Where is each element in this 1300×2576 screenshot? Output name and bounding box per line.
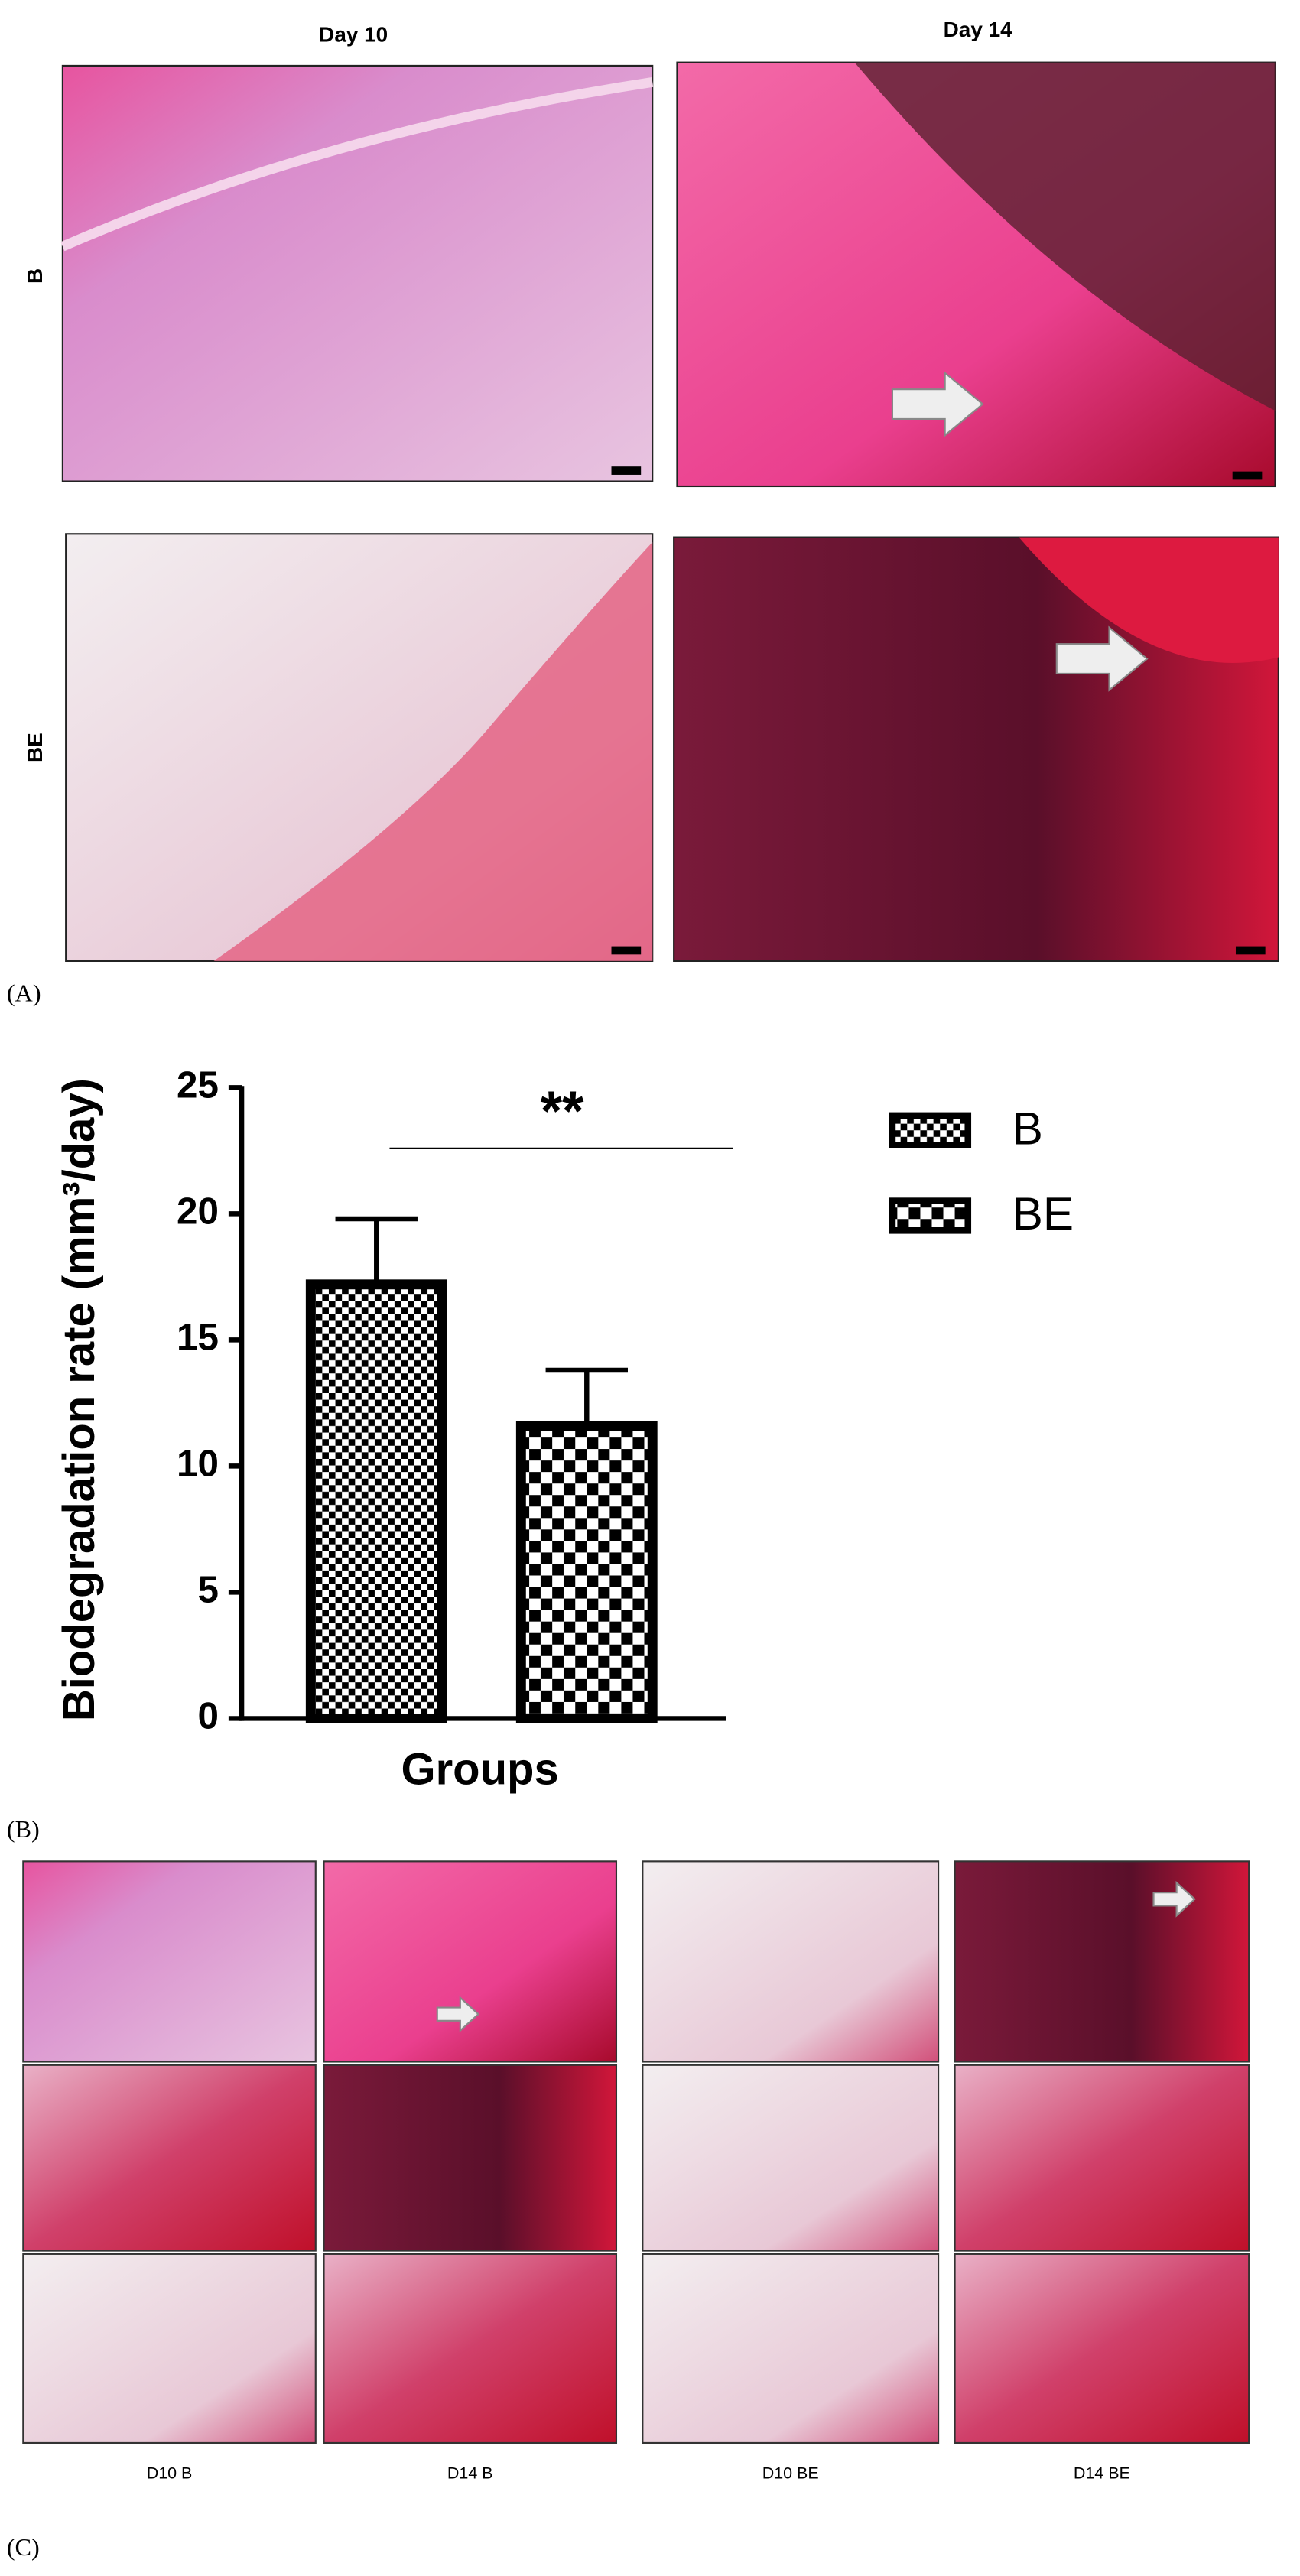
panel-label: (B) [7, 1815, 40, 1843]
micrograph [323, 2253, 618, 2444]
micrograph [642, 1860, 940, 2063]
arrow [1055, 625, 1149, 692]
micrograph [954, 2253, 1250, 2444]
scale-bar [611, 466, 642, 475]
tissue-band [60, 77, 654, 252]
y-axis-title: Biodegradation rate (mm³/day) [54, 1078, 104, 1721]
micrograph [954, 2064, 1250, 2252]
legend-label: B [1012, 1103, 1043, 1154]
micrograph [22, 1860, 317, 2063]
arrow [891, 371, 984, 437]
micrograph [642, 2253, 940, 2444]
column-label: Day 14 [944, 18, 1013, 41]
scale-bar [1232, 471, 1263, 480]
y-tick-label: 5 [198, 1568, 219, 1610]
scale-bar [1235, 946, 1266, 955]
y-tick-label: 25 [177, 1064, 219, 1106]
micrograph [323, 2064, 618, 2252]
arrow [1152, 1880, 1196, 1918]
tissue [1019, 537, 1279, 664]
micrograph [323, 1860, 618, 2063]
row-label: BE [23, 733, 47, 762]
y-tick-label: 10 [177, 1442, 219, 1484]
legend-label: BE [1012, 1188, 1074, 1239]
tissue [854, 62, 1276, 411]
panel-c: (C) D10 B D14 B D10 BE D14 BE [7, 1860, 1250, 2561]
y-tick-label: 20 [177, 1190, 219, 1232]
bar-chart: Biodegradation rate (mm³/day) Groups ** … [7, 1064, 1074, 1843]
bar [515, 1421, 658, 1723]
row-label: B [23, 268, 47, 284]
caption: D10 BE [762, 2464, 819, 2482]
micrograph [22, 2253, 317, 2444]
y-tick-label: 15 [177, 1316, 219, 1358]
x-axis-title: Groups [401, 1745, 559, 1795]
significance: ** [541, 1080, 584, 1142]
tissue [213, 542, 653, 961]
micrograph [61, 64, 654, 482]
caption: D14 BE [1074, 2464, 1130, 2482]
micrograph [642, 2064, 940, 2252]
caption: D10 B [147, 2464, 193, 2482]
legend-swatch [889, 1197, 972, 1234]
column-label: Day 10 [319, 23, 388, 47]
panel-label: (C) [7, 2533, 40, 2561]
panel-a: Day 10 Day 14 B BE (A) [7, 18, 1279, 1006]
bar [305, 1279, 447, 1723]
caption: D14 B [447, 2464, 493, 2482]
arrow [436, 1996, 480, 2033]
legend-swatch [889, 1112, 972, 1148]
panel-label: (A) [7, 979, 41, 1006]
micrograph [954, 1860, 1250, 2063]
scale-bar [611, 946, 642, 955]
y-tick-label: 0 [198, 1694, 219, 1736]
micrograph [22, 2064, 317, 2252]
